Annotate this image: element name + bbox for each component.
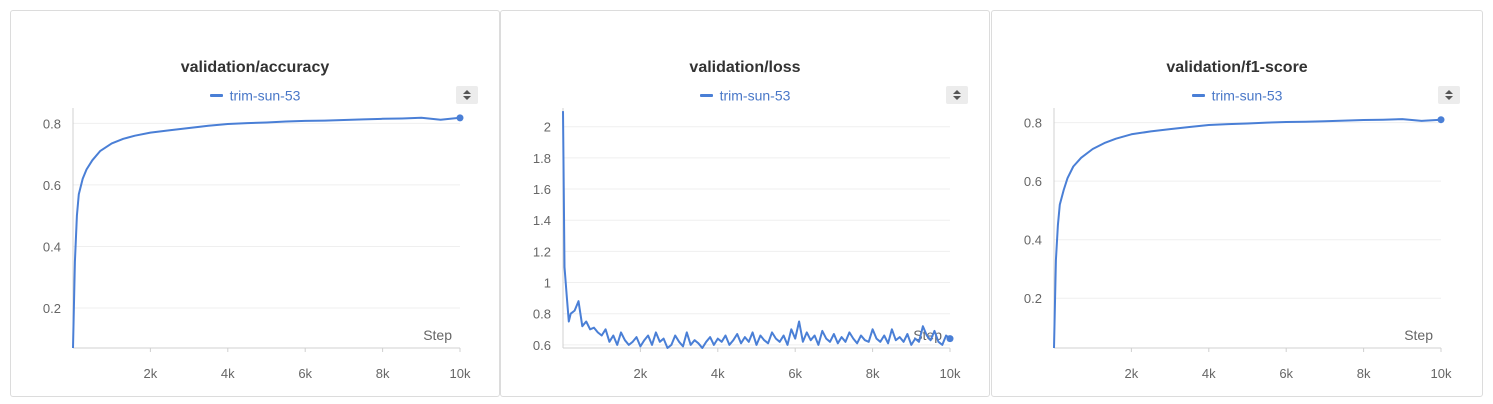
x-axis-label: Step [423,327,452,343]
y-tick-label: 0.4 [1024,233,1042,248]
y-tick-label: 0.2 [1024,291,1042,306]
legend-series-name[interactable]: trim-sun-53 [229,87,301,104]
chart-panel-f1-score: validation/f1-score trim-sun-53 0.2 0.4 0.… [991,10,1483,397]
chart-panel-loss: validation/loss trim-sun-53 0.6 0.8 1 1.2 1.… [500,10,990,397]
chart-title: validation/loss [689,59,801,76]
series-end-point [1437,116,1445,124]
x-tick-label: 4k [1202,366,1216,381]
x-tick-label: 4k [221,366,235,381]
x-tick-label: 6k [788,366,802,381]
x-tick-label: 6k [298,366,312,381]
legend-swatch [699,93,713,97]
chart-plot: 0.2 0.4 0.6 0.8 2k 4k 6k 8k 10k Step [1024,108,1452,381]
series-line [72,116,461,349]
series-end-point [456,114,464,122]
legend-swatch [1191,93,1205,97]
sort-arrows-icon[interactable] [456,86,478,104]
x-tick-label: 2k [1125,366,1139,381]
x-tick-label: 6k [1279,366,1293,381]
legend-series-name[interactable]: trim-sun-53 [1211,87,1283,104]
legend-series-name[interactable]: trim-sun-53 [719,87,791,104]
y-tick-label: 0.8 [43,116,61,131]
y-tick-label: 1.4 [533,213,551,228]
x-tick-label: 2k [634,366,648,381]
chart-legend: trim-sun-53 [11,86,499,103]
x-tick-label: 10k [940,366,961,381]
x-tick-label: 10k [1431,366,1452,381]
y-tick-label: 1.6 [533,182,551,197]
y-tick-label: 0.2 [43,301,61,316]
x-tick-label: 2k [144,366,158,381]
y-tick-label: 1 [544,276,551,291]
chart-panel-accuracy: validation/accuracy trim-sun-53 0.2 0.4 0.… [10,10,500,397]
x-tick-label: 8k [866,366,880,381]
series-end-point [946,335,954,343]
y-tick-label: 0.8 [1024,116,1042,131]
chart-plot: 0.2 0.4 0.6 0.8 2k 4k 6k 8k 10k Step [43,108,471,381]
y-tick-label: 2 [544,120,551,135]
y-tick-label: 1.8 [533,151,551,166]
x-tick-label: 4k [711,366,725,381]
x-tick-label: 10k [450,366,471,381]
y-tick-label: 0.6 [1024,174,1042,189]
y-tick-label: 0.6 [43,178,61,193]
legend-swatch [209,93,223,97]
sort-arrows-icon[interactable] [946,86,968,104]
chart-legend: trim-sun-53 [501,86,989,103]
x-tick-label: 8k [1357,366,1371,381]
chart-title: validation/f1-score [1166,59,1308,76]
chart-title: validation/accuracy [180,59,330,76]
series-line [1053,118,1442,349]
chart-legend: trim-sun-53 [992,86,1482,103]
sort-arrows-icon[interactable] [1438,86,1460,104]
y-tick-label: 0.6 [533,338,551,353]
y-tick-label: 0.8 [533,307,551,322]
series-line [562,111,951,349]
y-tick-label: 1.2 [533,244,551,259]
y-tick-label: 0.4 [43,239,61,254]
x-axis-label: Step [1404,327,1433,343]
x-tick-label: 8k [376,366,390,381]
